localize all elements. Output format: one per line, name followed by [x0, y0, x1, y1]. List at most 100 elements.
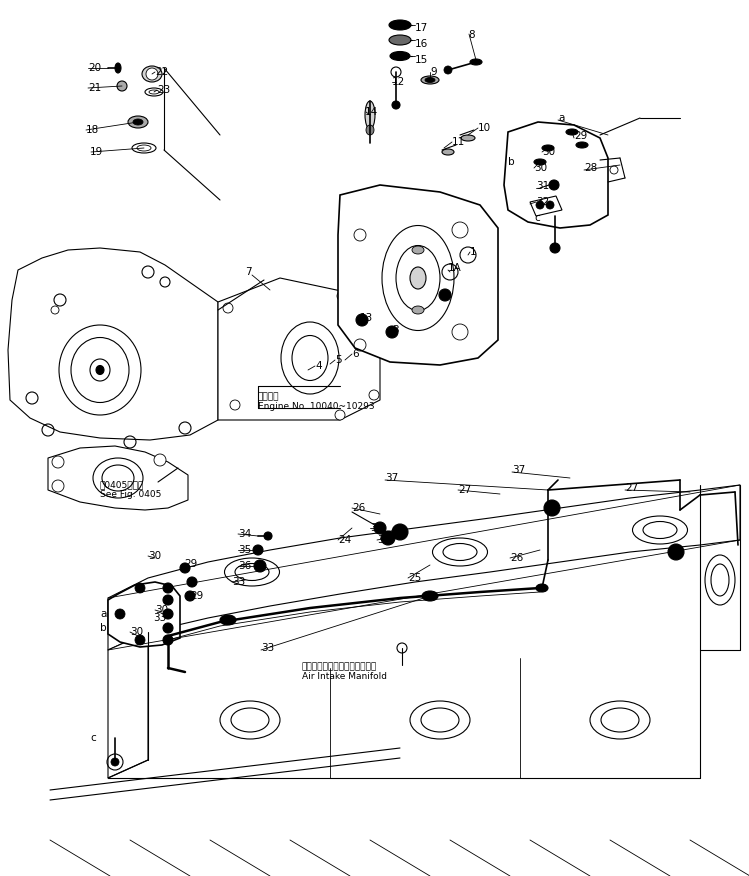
- Text: 37: 37: [512, 465, 525, 475]
- Text: 26: 26: [352, 503, 366, 513]
- Polygon shape: [530, 196, 562, 216]
- Text: 30: 30: [148, 551, 161, 561]
- Text: 10: 10: [478, 123, 491, 133]
- Ellipse shape: [390, 52, 410, 60]
- Text: c: c: [90, 733, 96, 743]
- Ellipse shape: [576, 142, 588, 148]
- Text: 8: 8: [468, 30, 475, 40]
- Ellipse shape: [425, 77, 435, 82]
- Circle shape: [135, 583, 145, 593]
- Circle shape: [187, 577, 197, 587]
- Ellipse shape: [412, 306, 424, 314]
- Circle shape: [163, 595, 173, 605]
- Circle shape: [549, 180, 559, 190]
- Text: 9: 9: [430, 67, 437, 77]
- Text: 12: 12: [392, 77, 405, 87]
- Polygon shape: [504, 122, 608, 228]
- Text: 5: 5: [335, 355, 342, 365]
- Ellipse shape: [389, 35, 411, 45]
- Text: 18: 18: [86, 125, 100, 135]
- Ellipse shape: [142, 66, 162, 82]
- Circle shape: [52, 456, 64, 468]
- Text: 40: 40: [392, 527, 405, 537]
- Circle shape: [391, 67, 401, 77]
- Text: 30: 30: [542, 147, 555, 157]
- Text: 23: 23: [157, 85, 170, 95]
- Text: 19: 19: [90, 147, 103, 157]
- Circle shape: [386, 326, 398, 338]
- Circle shape: [163, 635, 173, 645]
- Polygon shape: [338, 185, 498, 365]
- Ellipse shape: [422, 591, 438, 601]
- Ellipse shape: [536, 584, 548, 592]
- Text: 3: 3: [392, 325, 398, 335]
- Circle shape: [369, 390, 379, 400]
- Circle shape: [52, 480, 64, 492]
- Ellipse shape: [220, 615, 236, 625]
- Circle shape: [223, 303, 233, 313]
- Text: 前0405図参照
See Fig. 0405: 前0405図参照 See Fig. 0405: [100, 480, 161, 499]
- Circle shape: [337, 291, 347, 301]
- Polygon shape: [108, 485, 740, 650]
- Text: 17: 17: [415, 23, 428, 33]
- Text: 1A: 1A: [448, 263, 461, 273]
- Circle shape: [163, 583, 173, 593]
- Text: b: b: [508, 157, 515, 167]
- Ellipse shape: [133, 119, 143, 125]
- Circle shape: [356, 314, 368, 326]
- Text: 15: 15: [415, 55, 428, 65]
- Ellipse shape: [115, 63, 121, 73]
- Text: 24: 24: [338, 535, 351, 545]
- Ellipse shape: [461, 135, 475, 141]
- Polygon shape: [48, 446, 188, 510]
- Circle shape: [444, 66, 452, 74]
- Text: 33: 33: [261, 643, 274, 653]
- Circle shape: [452, 222, 468, 238]
- Circle shape: [439, 289, 451, 301]
- Text: エアーインテークマニホールド
Air Intake Manifold: エアーインテークマニホールド Air Intake Manifold: [302, 662, 387, 682]
- Circle shape: [185, 591, 195, 601]
- Text: 34: 34: [238, 529, 251, 539]
- Circle shape: [230, 400, 240, 410]
- Text: 20: 20: [88, 63, 101, 73]
- Text: 4: 4: [315, 361, 321, 371]
- Circle shape: [117, 81, 127, 91]
- Text: a: a: [558, 113, 565, 123]
- Circle shape: [610, 166, 618, 174]
- Text: 13: 13: [360, 313, 373, 323]
- Ellipse shape: [128, 116, 148, 128]
- Text: 27: 27: [625, 483, 638, 493]
- Circle shape: [180, 563, 190, 573]
- Circle shape: [550, 243, 560, 253]
- Text: 6: 6: [352, 349, 359, 359]
- Circle shape: [381, 531, 395, 545]
- Text: 11: 11: [452, 137, 465, 147]
- Text: 30: 30: [534, 163, 547, 173]
- Text: a: a: [100, 609, 106, 619]
- Circle shape: [115, 609, 125, 619]
- Text: 適用号機
Engine No. 10040~10293: 適用号機 Engine No. 10040~10293: [258, 392, 374, 412]
- Ellipse shape: [470, 59, 482, 65]
- Circle shape: [369, 315, 379, 325]
- Ellipse shape: [412, 246, 424, 254]
- Text: b: b: [100, 623, 106, 633]
- Ellipse shape: [366, 125, 374, 135]
- Text: 29: 29: [184, 559, 197, 569]
- Circle shape: [163, 623, 173, 633]
- Text: 21: 21: [88, 83, 101, 93]
- Circle shape: [546, 201, 554, 209]
- Ellipse shape: [389, 20, 411, 30]
- Ellipse shape: [96, 365, 104, 375]
- Ellipse shape: [421, 76, 439, 84]
- Text: 2: 2: [442, 290, 449, 300]
- Circle shape: [392, 524, 408, 540]
- Text: 25: 25: [408, 573, 421, 583]
- Text: 30: 30: [130, 627, 143, 637]
- Text: 32: 32: [536, 197, 549, 207]
- Circle shape: [163, 609, 173, 619]
- Circle shape: [536, 201, 544, 209]
- Text: 22: 22: [155, 67, 169, 77]
- Circle shape: [253, 545, 263, 555]
- Text: 39: 39: [377, 535, 390, 545]
- Polygon shape: [218, 278, 380, 420]
